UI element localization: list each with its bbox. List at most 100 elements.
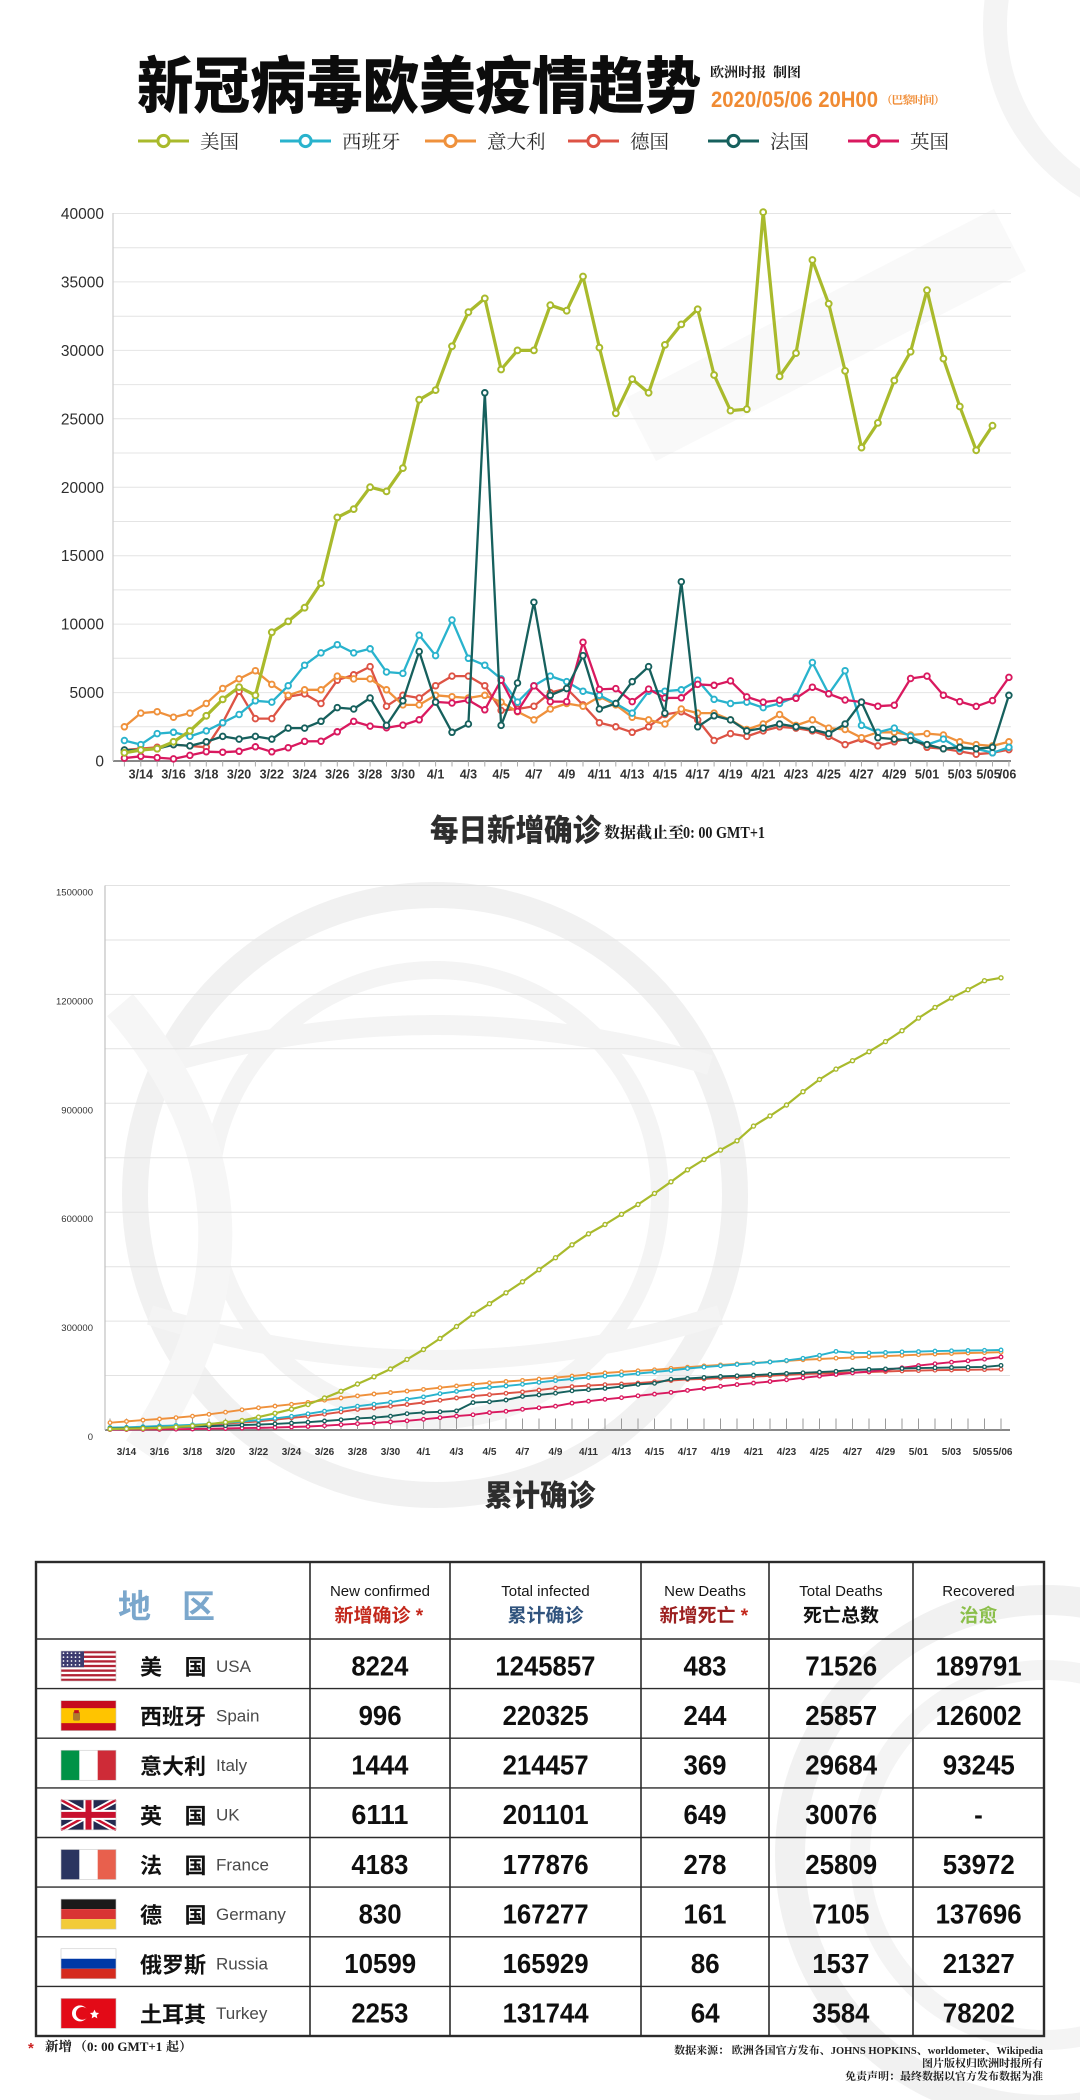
svg-text:/06: /06: [999, 768, 1016, 782]
svg-text:4/23: 4/23: [784, 768, 808, 782]
svg-text:4/3: 4/3: [460, 768, 477, 782]
svg-text:Wikipedia: Wikipedia: [997, 2046, 1044, 2057]
svg-text:1500000: 1500000: [56, 888, 93, 899]
svg-text:New Deaths: New Deaths: [664, 1583, 746, 1600]
svg-text:*: *: [416, 1606, 424, 1627]
svg-text:177876: 177876: [503, 1849, 589, 1880]
svg-text:4/13: 4/13: [612, 1447, 632, 1458]
svg-text:4/25: 4/25: [810, 1447, 830, 1458]
svg-text:5/05: 5/05: [976, 768, 1000, 782]
svg-text:220325: 220325: [503, 1700, 589, 1731]
svg-text:4/7: 4/7: [525, 768, 542, 782]
svg-text:Total infected: Total infected: [501, 1583, 589, 1600]
svg-text:4/17: 4/17: [686, 768, 710, 782]
svg-text:161: 161: [684, 1898, 727, 1929]
svg-text:93245: 93245: [943, 1750, 1015, 1781]
svg-text:649: 649: [684, 1799, 727, 1830]
svg-text:4/5: 4/5: [492, 768, 509, 782]
svg-text:New confirmed: New confirmed: [330, 1583, 430, 1600]
svg-text:78202: 78202: [943, 1998, 1015, 2029]
svg-text:483: 483: [684, 1650, 727, 1681]
svg-text:4/27: 4/27: [843, 1447, 863, 1458]
svg-text:5/01: 5/01: [915, 768, 939, 782]
svg-text:0: 0: [88, 1432, 93, 1443]
svg-text:0: 00 GMT+1: 0: 00 GMT+1: [87, 2039, 162, 2054]
svg-text:278: 278: [684, 1849, 727, 1880]
svg-text:25857: 25857: [805, 1700, 877, 1731]
svg-text:1537: 1537: [812, 1948, 869, 1979]
svg-text:126002: 126002: [936, 1700, 1022, 1731]
svg-text:900000: 900000: [61, 1105, 93, 1116]
svg-text:3/28: 3/28: [358, 768, 382, 782]
svg-text:3/14: 3/14: [117, 1447, 137, 1458]
svg-text:3/30: 3/30: [381, 1447, 401, 1458]
svg-text:3/20: 3/20: [216, 1447, 236, 1458]
svg-text:3/16: 3/16: [150, 1447, 170, 1458]
svg-text:189791: 189791: [936, 1650, 1022, 1681]
svg-text:300000: 300000: [61, 1323, 93, 1334]
svg-text:1444: 1444: [351, 1750, 408, 1781]
svg-text:4/25: 4/25: [817, 768, 841, 782]
svg-text:4/7: 4/7: [516, 1447, 530, 1458]
svg-text:4/19: 4/19: [718, 768, 742, 782]
svg-text:5/03: 5/03: [942, 1447, 962, 1458]
svg-text:0: 00 GMT+1: 0: 00 GMT+1: [683, 823, 765, 842]
svg-text:4/23: 4/23: [777, 1447, 797, 1458]
svg-text:Italy: Italy: [216, 1756, 248, 1775]
svg-text:214457: 214457: [503, 1750, 589, 1781]
svg-text:3/22: 3/22: [249, 1447, 269, 1458]
svg-text:2020/05/06 20H00: 2020/05/06 20H00: [711, 87, 878, 112]
svg-text:4/29: 4/29: [882, 768, 906, 782]
svg-text:4/13: 4/13: [620, 768, 644, 782]
svg-text:40000: 40000: [61, 206, 104, 223]
svg-text:8224: 8224: [351, 1650, 408, 1681]
svg-text:86: 86: [691, 1948, 720, 1979]
svg-text:4/5: 4/5: [483, 1447, 497, 1458]
svg-text:3/16: 3/16: [161, 768, 185, 782]
svg-text:131744: 131744: [503, 1998, 589, 2029]
svg-text:29684: 29684: [805, 1750, 877, 1781]
svg-text:4/9: 4/9: [558, 768, 575, 782]
svg-text:25809: 25809: [805, 1849, 877, 1880]
svg-text:3/20: 3/20: [227, 768, 251, 782]
svg-text:10000: 10000: [61, 617, 104, 634]
svg-text:worldometer: worldometer: [928, 2046, 986, 2057]
svg-text:USA: USA: [216, 1657, 252, 1676]
svg-text:7105: 7105: [812, 1898, 869, 1929]
svg-text:3/28: 3/28: [348, 1447, 368, 1458]
svg-text:5000: 5000: [70, 685, 105, 702]
svg-text:369: 369: [684, 1750, 727, 1781]
svg-text:4/1: 4/1: [427, 768, 444, 782]
svg-text:1245857: 1245857: [495, 1650, 595, 1681]
svg-text:4/3: 4/3: [450, 1447, 464, 1458]
svg-text:4/15: 4/15: [653, 768, 677, 782]
svg-text:4183: 4183: [351, 1849, 408, 1880]
svg-text:137696: 137696: [936, 1898, 1022, 1929]
svg-text:4/9: 4/9: [549, 1447, 563, 1458]
svg-text:Turkey: Turkey: [216, 2004, 268, 2023]
svg-text:2253: 2253: [351, 1998, 408, 2029]
svg-text:4/29: 4/29: [876, 1447, 896, 1458]
svg-text:53972: 53972: [943, 1849, 1015, 1880]
svg-text:4/19: 4/19: [711, 1447, 731, 1458]
svg-text:30076: 30076: [805, 1799, 877, 1830]
svg-text:4/21: 4/21: [751, 768, 775, 782]
svg-text:201101: 201101: [503, 1799, 589, 1830]
svg-text:JOHNS HOPKINS: JOHNS HOPKINS: [831, 2046, 917, 2057]
svg-text:France: France: [216, 1855, 269, 1874]
svg-text:6111: 6111: [351, 1799, 408, 1830]
svg-text:5/06: 5/06: [993, 1447, 1013, 1458]
svg-text:Recovered: Recovered: [942, 1583, 1015, 1600]
svg-text:4/27: 4/27: [849, 768, 873, 782]
svg-text:3/18: 3/18: [194, 768, 218, 782]
svg-text:600000: 600000: [61, 1214, 93, 1225]
svg-text:3/26: 3/26: [315, 1447, 335, 1458]
svg-text:25000: 25000: [61, 411, 104, 428]
svg-text:Spain: Spain: [216, 1706, 259, 1725]
svg-text:0: 0: [95, 754, 104, 771]
svg-text:4/1: 4/1: [417, 1447, 431, 1458]
svg-text:21327: 21327: [943, 1948, 1015, 1979]
svg-text:3584: 3584: [812, 1998, 869, 2029]
svg-text:3/26: 3/26: [325, 768, 349, 782]
svg-text:*: *: [741, 1606, 749, 1627]
